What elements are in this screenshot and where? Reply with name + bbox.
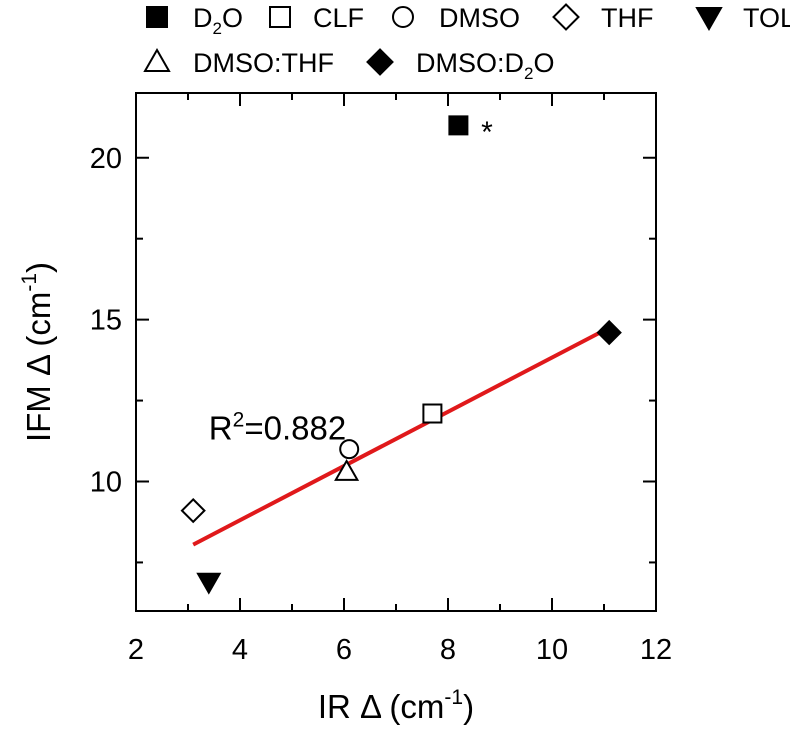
outlier-asterisk: * (481, 116, 493, 149)
legend-marker-clf (269, 6, 291, 28)
x-tick-label: 2 (128, 634, 144, 666)
legend: D2O CLF DMSO THF TOL DMSO:THF DMSO:D2O (143, 3, 790, 83)
y-tick-label: 20 (90, 143, 122, 175)
point-dmso-thf (334, 458, 360, 481)
legend-marker-d2o (146, 6, 168, 28)
x-tick-label: 10 (536, 634, 568, 666)
legend-label-dmso: DMSO (439, 3, 520, 33)
fit-line (192, 325, 611, 547)
point-thf (180, 497, 206, 524)
y-axis-label: IFM Δ (cm-1) (18, 262, 57, 442)
legend-label-clf: CLF (313, 3, 364, 33)
x-tick-label: 6 (336, 634, 352, 666)
legend-marker-tol (695, 7, 723, 32)
point-d2o (448, 115, 469, 136)
legend-marker-dmso-thf (143, 47, 171, 72)
legend-marker-dmso (392, 6, 414, 28)
legend-marker-thf (552, 3, 580, 31)
legend-label-dmso-thf: DMSO:THF (193, 48, 334, 78)
r-squared-label: R2=0.882 (209, 409, 346, 447)
legend-label-d2o: D2O (193, 3, 243, 38)
point-dmso-d2o (596, 319, 622, 346)
legend-marker-dmso-d2o (366, 48, 394, 76)
legend-label-dmso-d2o: DMSO:D2O (416, 48, 554, 83)
point-tol (196, 572, 222, 595)
x-tick-label: 12 (640, 634, 672, 666)
fit-line-group (192, 325, 611, 547)
y-tick-label: 15 (90, 305, 122, 337)
x-tick-label: 8 (440, 634, 456, 666)
legend-label-thf: THF (601, 3, 653, 33)
point-clf (422, 403, 443, 424)
point-dmso (339, 439, 360, 460)
data-points (180, 115, 622, 595)
legend-label-tol: TOL (743, 3, 790, 33)
x-axis-label: IR Δ (cm-1) (318, 686, 474, 725)
annotations: R2=0.882 * (209, 116, 493, 447)
x-tick-label: 4 (232, 634, 248, 666)
axis-ticks: 2 4 6 8 10 12 10 15 20 (90, 93, 672, 666)
y-tick-label: 10 (90, 467, 122, 499)
